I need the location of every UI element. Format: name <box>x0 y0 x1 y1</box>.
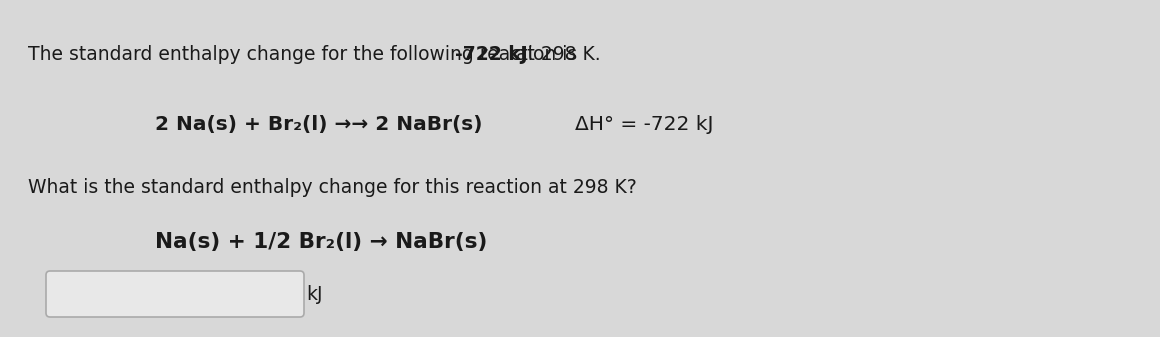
Text: 2 Na(s) + Br₂(l) →→ 2 NaBr(s): 2 Na(s) + Br₂(l) →→ 2 NaBr(s) <box>155 115 483 134</box>
Text: -722 kJ: -722 kJ <box>455 45 528 64</box>
FancyBboxPatch shape <box>46 271 304 317</box>
Text: kJ: kJ <box>306 284 322 304</box>
Text: at 298 K.: at 298 K. <box>510 45 601 64</box>
Text: Na(s) + 1/2 Br₂(l) → NaBr(s): Na(s) + 1/2 Br₂(l) → NaBr(s) <box>155 232 487 252</box>
Text: What is the standard enthalpy change for this reaction at 298 K?: What is the standard enthalpy change for… <box>28 178 637 197</box>
Text: The standard enthalpy change for the following reaction is: The standard enthalpy change for the fol… <box>28 45 583 64</box>
Text: ΔH° = -722 kJ: ΔH° = -722 kJ <box>575 115 713 134</box>
